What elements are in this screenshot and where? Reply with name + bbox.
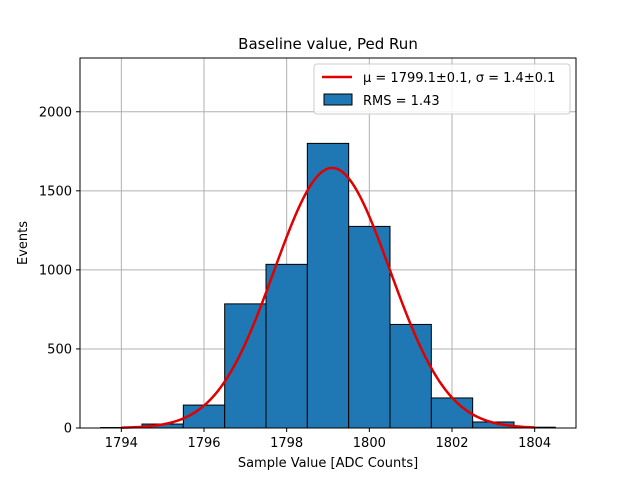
x-tick-label: 1796 <box>187 436 220 451</box>
x-tick-label: 1802 <box>435 436 468 451</box>
gaussian-fit-curve <box>121 166 535 429</box>
x-tick-label: 1804 <box>518 436 551 451</box>
y-tick-label: 1500 <box>39 184 72 199</box>
histogram-bar <box>348 225 391 429</box>
x-axis-label: Sample Value [ADC Counts] <box>238 456 418 471</box>
histogram-bar <box>265 263 308 429</box>
x-tick-label: 1798 <box>270 436 303 451</box>
histogram-bar <box>389 323 432 429</box>
x-axis-ticks: 1794 1796 1798 1800 1802 1804 <box>105 428 551 451</box>
y-tick-label: 500 <box>47 342 72 357</box>
x-tick-label: 1794 <box>105 436 138 451</box>
fit-curve-group <box>121 166 535 429</box>
y-tick-label: 0 <box>64 422 72 437</box>
x-tick-label: 1800 <box>353 436 386 451</box>
legend: μ = 1799.1±0.1, σ = 1.4±0.1 RMS = 1.43 <box>313 63 571 115</box>
bars <box>100 142 556 429</box>
legend-box <box>313 63 571 115</box>
histogram-bar <box>306 142 350 429</box>
histogram-bar <box>224 303 267 429</box>
plot-frame <box>79 57 577 429</box>
y-axis-label: Events <box>16 221 31 265</box>
y-axis-ticks: 0 500 1000 1500 2000 <box>39 105 80 437</box>
y-tick-label: 1000 <box>39 263 72 278</box>
histogram-bar <box>430 397 474 429</box>
legend-fit-label: μ = 1799.1±0.1, σ = 1.4±0.1 <box>363 71 555 86</box>
legend-histogram-label: RMS = 1.43 <box>363 94 440 109</box>
y-tick-label: 2000 <box>39 105 72 120</box>
chart-title: Baseline value, Ped Run <box>238 35 418 53</box>
legend-histogram-swatch <box>323 93 353 106</box>
